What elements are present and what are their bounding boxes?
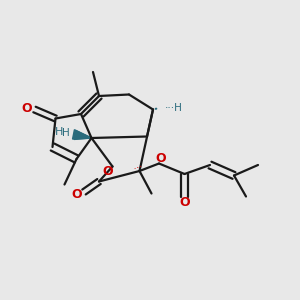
Polygon shape <box>73 130 92 139</box>
Text: ···: ··· <box>132 162 144 174</box>
Text: O: O <box>179 196 190 209</box>
Text: O: O <box>103 165 113 178</box>
Polygon shape <box>74 130 92 140</box>
Text: O: O <box>155 152 166 166</box>
Text: O: O <box>22 101 32 115</box>
Text: ···H: ···H <box>164 103 182 113</box>
Text: H: H <box>55 127 63 137</box>
Text: O: O <box>71 188 82 202</box>
Text: H: H <box>62 128 70 138</box>
